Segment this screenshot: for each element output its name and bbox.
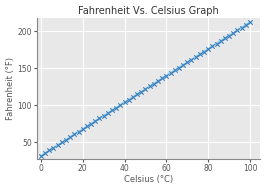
Point (244, 23, 248, 26)
Point (206, 47, 210, 50)
Point (139, 90, 143, 93)
Point (160, 77, 164, 80)
Point (173, 69, 177, 72)
Point (122, 101, 127, 104)
Point (81, 127, 85, 131)
Point (193, 55, 198, 59)
Point (143, 87, 148, 90)
Point (177, 66, 181, 69)
Point (93, 120, 97, 123)
Point (51, 146, 56, 149)
Point (219, 39, 223, 42)
Point (72, 133, 76, 136)
Point (202, 50, 206, 53)
Point (168, 71, 173, 74)
Point (189, 58, 194, 61)
Point (110, 109, 114, 112)
Point (60, 141, 64, 144)
Point (97, 117, 102, 120)
Point (235, 29, 240, 32)
Title: Fahrenheit Vs. Celsius Graph: Fahrenheit Vs. Celsius Graph (78, 6, 219, 16)
Point (131, 96, 135, 99)
Point (185, 61, 189, 64)
Point (231, 31, 235, 34)
Point (89, 122, 93, 125)
Point (248, 21, 252, 24)
X-axis label: Celsius (°C): Celsius (°C) (124, 175, 173, 184)
Point (135, 93, 139, 96)
Point (64, 138, 68, 141)
Point (47, 149, 51, 152)
Point (106, 112, 110, 115)
Point (76, 130, 81, 133)
Point (68, 136, 72, 139)
Point (147, 85, 152, 88)
Point (85, 125, 89, 128)
Point (56, 144, 60, 147)
Point (239, 26, 244, 29)
Point (227, 34, 231, 37)
Point (43, 152, 47, 155)
Point (198, 53, 202, 56)
Point (210, 45, 214, 48)
Point (127, 98, 131, 101)
Point (39, 154, 43, 157)
Point (114, 106, 118, 109)
Point (164, 74, 168, 77)
Point (118, 104, 122, 107)
Point (181, 63, 185, 66)
Point (152, 82, 156, 85)
Point (102, 114, 106, 117)
Y-axis label: Fahrenheit (°F): Fahrenheit (°F) (6, 57, 15, 120)
Point (214, 42, 219, 45)
Point (223, 37, 227, 40)
Point (156, 79, 160, 82)
